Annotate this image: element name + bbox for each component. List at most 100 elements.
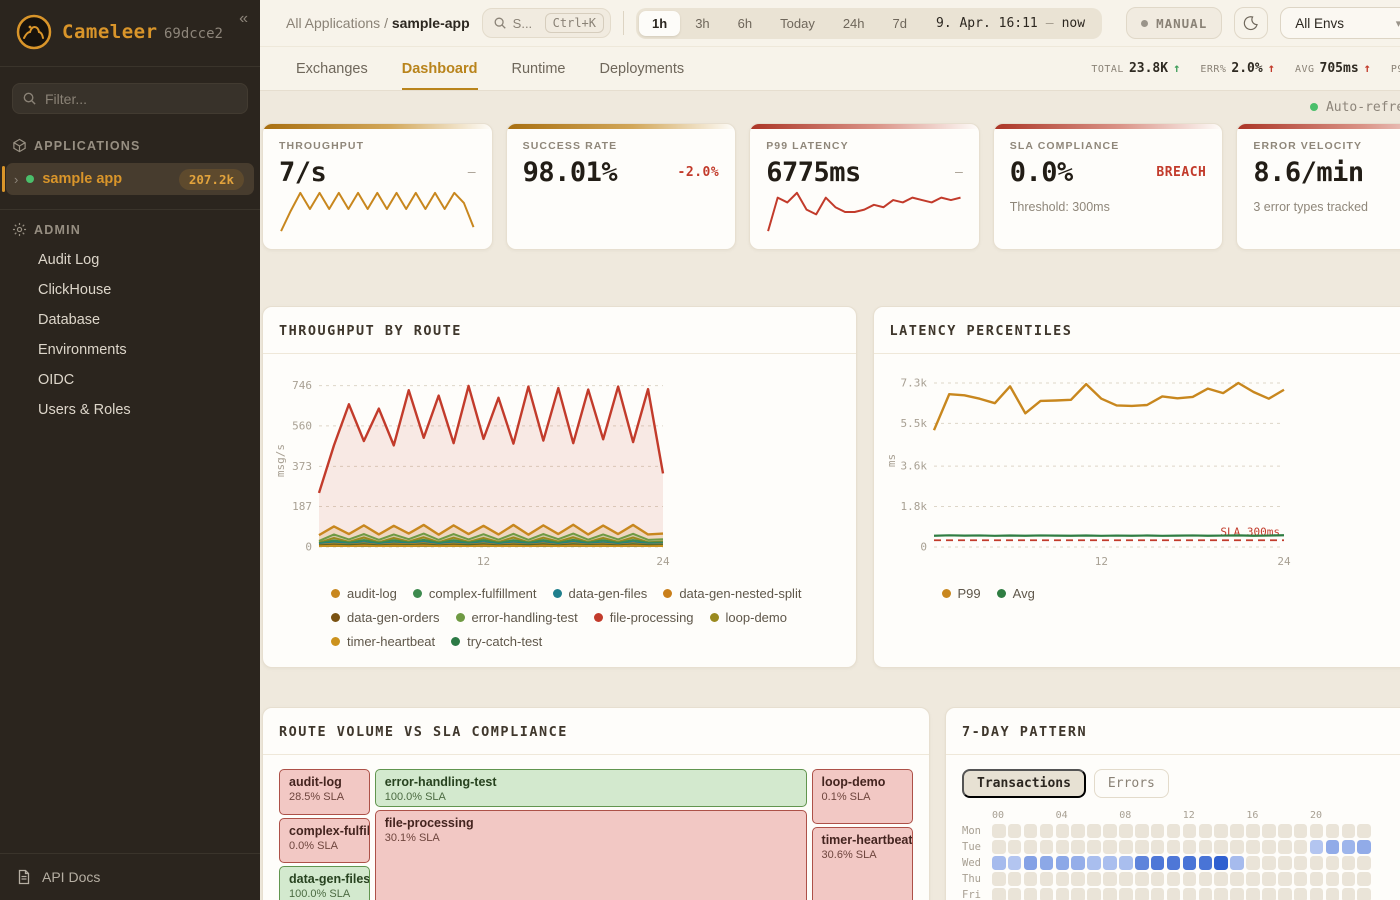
heatmap-cell[interactable] [1230,840,1244,854]
legend-item-data-gen-orders[interactable]: data-gen-orders [331,610,440,625]
heatmap-cell[interactable] [1119,840,1133,854]
heatmap-cell[interactable] [1135,872,1149,886]
heatmap-cell[interactable] [1135,856,1149,870]
legend-item-timer-heartbeat[interactable]: timer-heartbeat [331,634,435,649]
heatmap-cell[interactable] [1103,840,1117,854]
heatmap-cell[interactable] [1262,888,1276,900]
heatmap-cell[interactable] [1024,888,1038,900]
global-search[interactable]: Ctrl+K [482,8,611,38]
heatmap-cell[interactable] [1326,888,1340,900]
heatmap-cell[interactable] [1119,856,1133,870]
heatmap-cell[interactable] [992,824,1006,838]
heatmap-cell[interactable] [1230,888,1244,900]
heatmap-cell[interactable] [1024,856,1038,870]
heatmap-cell[interactable] [1167,824,1181,838]
time-range-today[interactable]: Today [767,11,828,36]
heatmap-cell[interactable] [1326,872,1340,886]
heatmap-cell[interactable] [1151,856,1165,870]
legend-item-data-gen-nested-split[interactable]: data-gen-nested-split [663,586,801,601]
heatmap-cell[interactable] [1294,888,1308,900]
heatmap-cell[interactable] [1199,824,1213,838]
heatmap-cell[interactable] [1199,856,1213,870]
heatmap-cell[interactable] [1199,888,1213,900]
heatmap-cell[interactable] [1246,840,1260,854]
heatmap-cell[interactable] [1008,872,1022,886]
heatmap-cell[interactable] [1214,888,1228,900]
heatmap-cell[interactable] [1087,872,1101,886]
heatmap-cell[interactable] [1294,824,1308,838]
time-range-24h[interactable]: 24h [830,11,878,36]
heatmap-cell[interactable] [1294,856,1308,870]
heatmap-cell[interactable] [1103,872,1117,886]
throughput-chart[interactable]: 01873735607461224msg/s [273,366,673,571]
heatmap-cell[interactable] [992,856,1006,870]
heatmap-cell[interactable] [1214,856,1228,870]
manual-mode-button[interactable]: MANUAL [1126,7,1222,39]
heatmap-cell[interactable] [1119,888,1133,900]
time-range-7d[interactable]: 7d [880,11,920,36]
heatmap-cell[interactable] [1310,888,1324,900]
heatmap-cell[interactable] [1262,824,1276,838]
legend-item-p99[interactable]: P99 [942,586,981,601]
sidebar-item-users-roles[interactable]: Users & Roles [0,395,260,425]
heatmap-cell[interactable] [1024,872,1038,886]
heatmap-cell[interactable] [1278,824,1292,838]
heatmap-cell[interactable] [1342,856,1356,870]
heatmap-cell[interactable] [1262,840,1276,854]
treemap-box-error-handling-test[interactable]: error-handling-test100.0% SLA [375,769,807,807]
heatmap-cell[interactable] [1246,824,1260,838]
treemap-box-file-processing[interactable]: file-processing30.1% SLA [375,810,807,900]
time-range-1h[interactable]: 1h [639,11,680,36]
heatmap-cell[interactable] [1310,872,1324,886]
heatmap-cell[interactable] [1230,856,1244,870]
heatmap-cell[interactable] [1103,856,1117,870]
sidebar-item-audit-log[interactable]: Audit Log [0,245,260,275]
heatmap-cell[interactable] [1357,872,1371,886]
tab-dashboard[interactable]: Dashboard [402,47,478,90]
heatmap-cell[interactable] [1183,856,1197,870]
heatmap-cell[interactable] [1342,824,1356,838]
tab-deployments[interactable]: Deployments [600,47,685,90]
sidebar-item-clickhouse[interactable]: ClickHouse [0,275,260,305]
treemap-box-timer-heartbeat[interactable]: timer-heartbeat30.6% SLA [812,827,913,900]
toggle-transactions[interactable]: Transactions [962,769,1086,798]
time-range-6h[interactable]: 6h [725,11,765,36]
date-range[interactable]: 9. Apr. 16:11 — now [922,11,1099,36]
heatmap-cell[interactable] [1087,824,1101,838]
heatmap-cell[interactable] [1103,824,1117,838]
sidebar-item-api-docs[interactable]: API Docs [0,853,260,900]
heatmap-cell[interactable] [1056,872,1070,886]
latency-chart[interactable]: 01.8k3.6k5.5k7.3k1224msSLA 300ms [884,366,1294,571]
heatmap-cell[interactable] [1056,824,1070,838]
heatmap-cell[interactable] [1040,872,1054,886]
heatmap-cell[interactable] [1167,888,1181,900]
heatmap-cell[interactable] [1008,888,1022,900]
breadcrumb-root[interactable]: All Applications [286,15,380,31]
heatmap-cell[interactable] [1071,888,1085,900]
legend-item-try-catch-test[interactable]: try-catch-test [451,634,542,649]
heatmap-cell[interactable] [1342,872,1356,886]
heatmap-cell[interactable] [1214,824,1228,838]
tab-exchanges[interactable]: Exchanges [296,47,368,90]
heatmap-cell[interactable] [992,888,1006,900]
heatmap-cell[interactable] [1342,840,1356,854]
heatmap-cell[interactable] [1214,840,1228,854]
heatmap-cell[interactable] [1024,840,1038,854]
heatmap-cell[interactable] [1103,888,1117,900]
search-input[interactable] [513,16,539,31]
heatmap-cell[interactable] [1214,872,1228,886]
heatmap-cell[interactable] [1056,840,1070,854]
filter-input[interactable] [12,83,248,114]
legend-item-data-gen-files[interactable]: data-gen-files [553,586,648,601]
heatmap-cell[interactable] [1071,840,1085,854]
heatmap-cell[interactable] [1071,872,1085,886]
heatmap-cell[interactable] [1246,872,1260,886]
heatmap-cell[interactable] [992,840,1006,854]
legend-item-file-processing[interactable]: file-processing [594,610,694,625]
heatmap-cell[interactable] [1024,824,1038,838]
legend-item-loop-demo[interactable]: loop-demo [710,610,787,625]
heatmap-cell[interactable] [1199,840,1213,854]
heatmap-cell[interactable] [1040,840,1054,854]
sidebar-collapse-icon[interactable]: « [239,10,248,28]
heatmap-cell[interactable] [1008,856,1022,870]
